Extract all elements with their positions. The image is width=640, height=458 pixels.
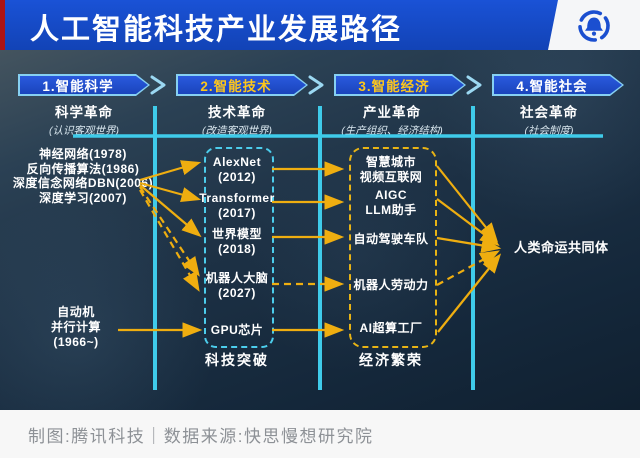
- science-milestones: 神经网络(1978) 反向传播算法(1986) 深度信念网络DBN(2006) …: [12, 147, 154, 205]
- subhead-economy: 产业革命 (生产组织、经济结构): [312, 101, 472, 138]
- banner-fill: [178, 76, 306, 94]
- revolution-title: 社会革命: [520, 105, 578, 120]
- node-smart-city: 智慧城市 视频互联网: [359, 155, 423, 184]
- revolution-title: 产业革命: [363, 105, 421, 120]
- logo-corner: [548, 0, 640, 50]
- technology-caption: 科技突破: [205, 352, 269, 368]
- revolution-note: (社会制度): [524, 125, 574, 137]
- stage-banner-science: 1.智能科学: [18, 74, 150, 96]
- banner-fill: [494, 76, 622, 94]
- stage-banner-economy: 3.智能经济: [334, 74, 466, 96]
- footer-credit: 制图:腾讯科技｜数据来源:快思慢想研究院: [28, 426, 374, 446]
- node-alexnet: AlexNet (2012): [212, 155, 262, 184]
- economy-dashed-box: [349, 147, 437, 348]
- header-bar: 人工智能科技产业发展路径: [0, 0, 640, 50]
- node-gpu-chip: GPU芯片: [210, 323, 264, 337]
- node-transformer: Transformer (2017): [199, 191, 275, 220]
- page-title: 人工智能科技产业发展路径: [30, 14, 403, 46]
- technology-dashed-box: [204, 147, 274, 348]
- subhead-science: 科学革命 (认识客观世界): [14, 101, 154, 138]
- header-red-accent: [0, 0, 5, 50]
- stage-banner-society: 4.智能社会: [492, 74, 624, 96]
- node-autonomous-fleet: 自动驾驶车队: [353, 232, 429, 246]
- node-shared-future: 人类命运共同体: [514, 240, 609, 255]
- banner-fill: [20, 76, 148, 94]
- stage-label: 1.智能科学: [42, 79, 114, 94]
- subhead-society: 社会革命 (社会制度): [479, 101, 619, 138]
- stage-banner-technology: 2.智能技术: [176, 74, 308, 96]
- subhead-technology: 技术革命 (改造客观世界): [167, 101, 307, 138]
- node-world-model: 世界模型 (2018): [211, 227, 262, 256]
- node-robot-brain: 机器人大脑 (2027): [205, 271, 269, 300]
- node-aigc-llm: AIGC LLM助手: [365, 188, 417, 217]
- revolution-note: (生产组织、经济结构): [341, 125, 443, 137]
- tencent-tech-bell-logo-icon: [578, 10, 610, 42]
- automata-node: 自动机 并行计算 (1966~): [50, 305, 101, 349]
- footer-bar: 制图:腾讯科技｜数据来源:快思慢想研究院: [0, 410, 640, 458]
- node-ai-supercomputing-factory: AI超算工厂: [359, 321, 423, 335]
- economy-caption: 经济繁荣: [359, 352, 423, 368]
- revolution-title: 科学革命: [55, 105, 113, 120]
- stage-label: 2.智能技术: [200, 79, 272, 94]
- node-robot-labor: 机器人劳动力: [353, 278, 429, 292]
- stage-label: 4.智能社会: [516, 79, 588, 94]
- banner-fill: [336, 76, 464, 94]
- revolution-note: (认识客观世界): [49, 125, 119, 137]
- revolution-note: (改造客观世界): [202, 125, 272, 137]
- revolution-title: 技术革命: [208, 105, 266, 120]
- stage-label: 3.智能经济: [358, 79, 430, 94]
